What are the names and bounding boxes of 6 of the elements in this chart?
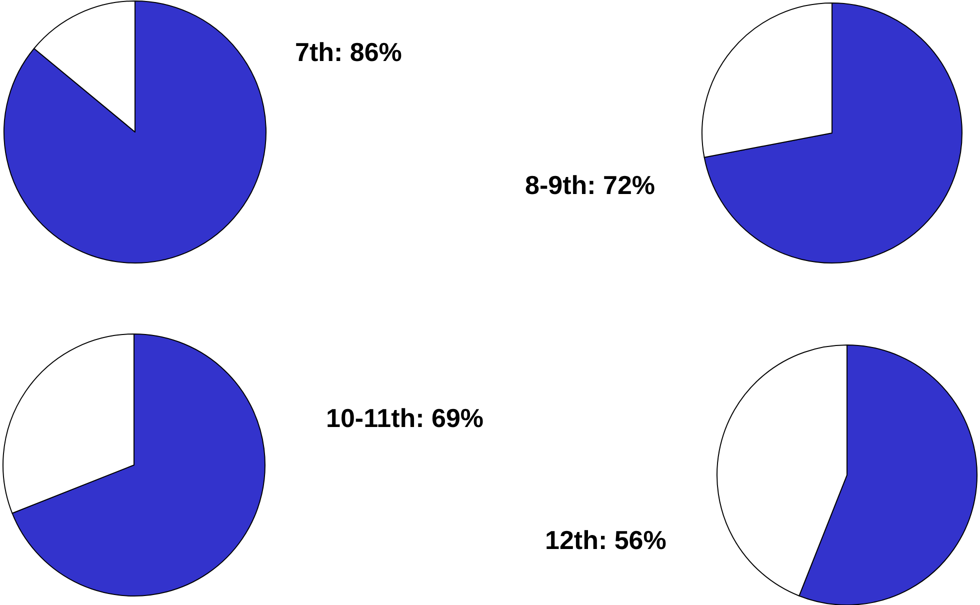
- pie-slice: [4, 0, 266, 264]
- text: 10-11th: 69%: [326, 403, 484, 433]
- text: 12th: 56%: [545, 525, 666, 555]
- text: 7th: 86%: [295, 37, 402, 67]
- text: 8-9th: 72%: [525, 170, 656, 200]
- pie-slice: [704, 2, 962, 264]
